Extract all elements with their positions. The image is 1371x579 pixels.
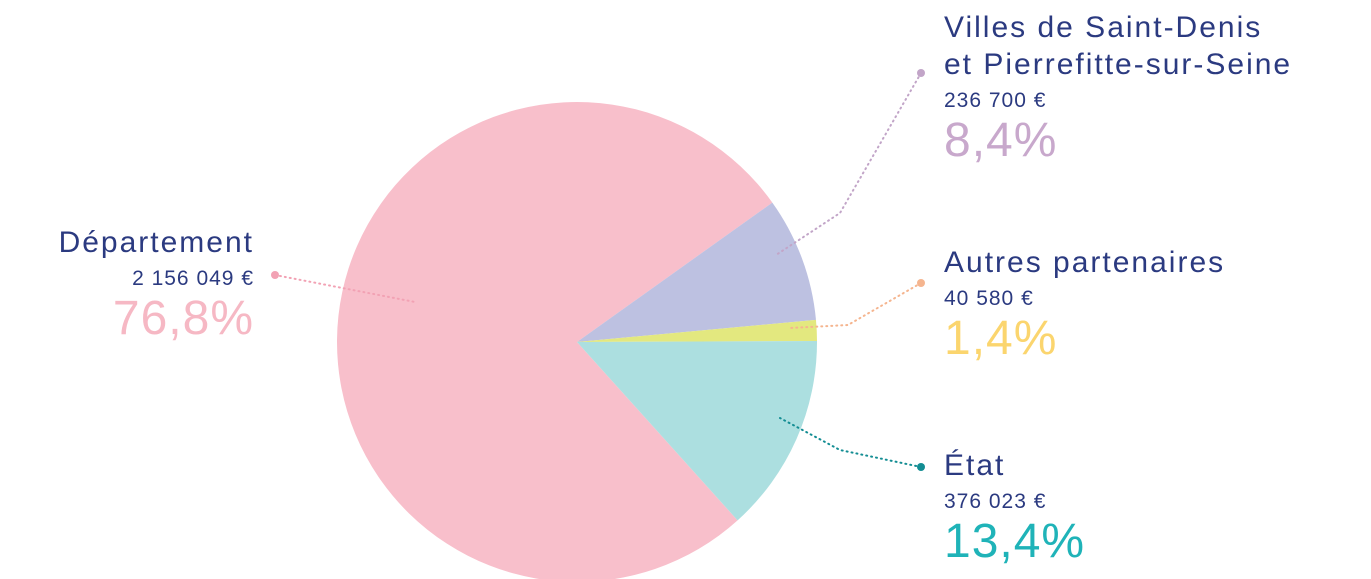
slice-label: Villes de Saint-Denis et Pierrefitte-sur… <box>944 9 1298 167</box>
amount: 236 700 € <box>944 89 1047 112</box>
amount: 2 156 049 € <box>132 267 254 290</box>
slice-label: Département 2 156 049 €76,8% <box>59 224 254 345</box>
category-name: Villes de Saint-Denis et Pierrefitte-sur… <box>944 11 1293 81</box>
leader-dot <box>917 279 925 287</box>
pie-slice <box>337 102 773 579</box>
pie-slice <box>577 319 817 342</box>
leader-dot <box>271 271 279 279</box>
value-label: 8,4% <box>944 114 1058 167</box>
pie-slice <box>577 202 816 342</box>
value-label: 13,4% <box>944 515 1086 568</box>
category-name: État <box>944 449 1006 482</box>
pie-slice <box>577 340 818 521</box>
leader-dot <box>917 69 925 77</box>
slice-label: État 376 023 €13,4% <box>944 447 1085 568</box>
amount: 376 023 € <box>944 490 1047 513</box>
leader-line <box>775 72 922 256</box>
amount: 40 580 € <box>944 287 1034 310</box>
category-name: Autres partenaires <box>944 246 1226 279</box>
leader-line <box>274 274 416 303</box>
category-name: Département <box>58 226 254 259</box>
slice-label: Autres partenaires 40 580 €1,4% <box>944 244 1225 365</box>
leader-dot <box>917 463 925 471</box>
value-label: 76,8% <box>112 292 254 345</box>
leader-line <box>789 282 922 329</box>
value-label: 1,4% <box>944 312 1058 365</box>
